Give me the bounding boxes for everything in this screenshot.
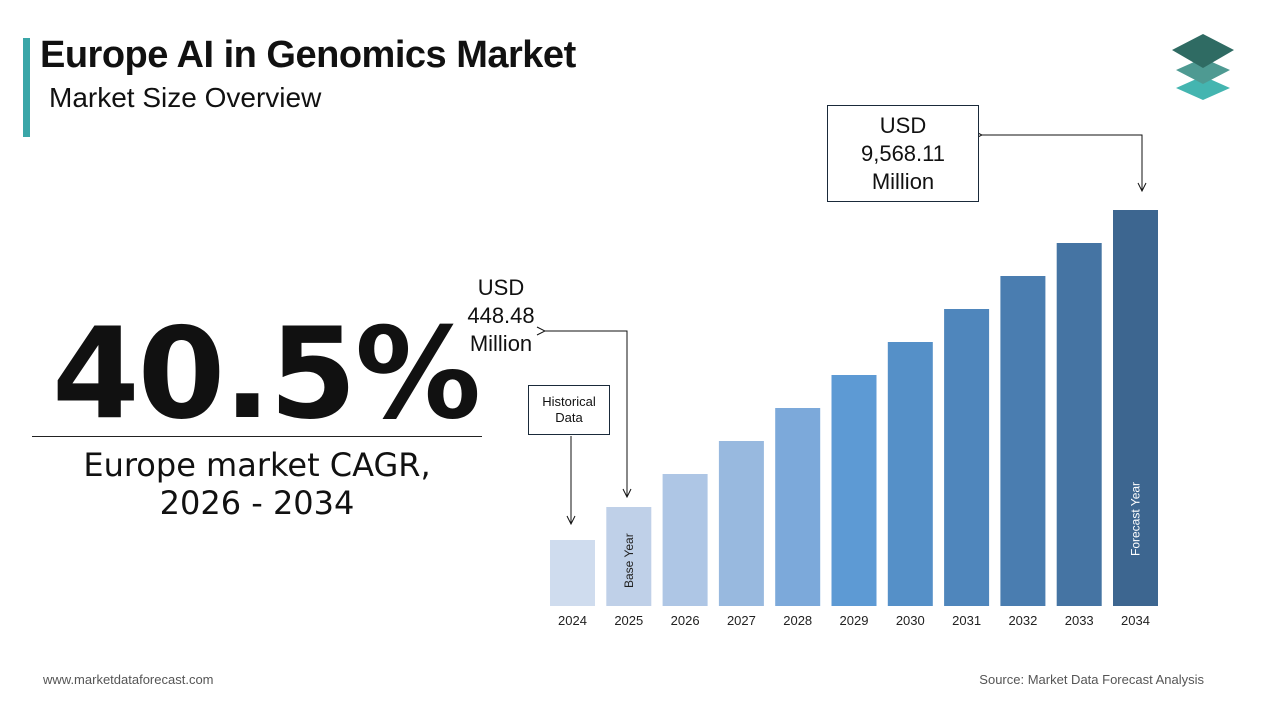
- x-tick-label: 2024: [558, 613, 587, 628]
- bar-2031: [944, 309, 990, 606]
- x-tick-label: 2030: [896, 613, 925, 628]
- x-tick-label: 2025: [614, 613, 643, 628]
- bar-2029: [831, 375, 877, 606]
- bar-2034: [1113, 210, 1158, 606]
- cagr-value: 40.5%: [52, 300, 481, 447]
- page-title: Europe AI in Genomics Market: [40, 34, 576, 76]
- start-value-callout: USD 448.48 Million: [455, 274, 547, 358]
- forecast-year-label: Forecast Year: [1129, 482, 1143, 556]
- stacked-layers-logo-icon: [1172, 34, 1234, 100]
- bar-2025: [606, 507, 652, 606]
- end-value-line3: Million: [871, 169, 935, 194]
- bar-2026: [662, 474, 708, 606]
- x-tick-label: 2032: [1008, 613, 1037, 628]
- x-tick-label: 2028: [783, 613, 812, 628]
- footer-source: Source: Market Data Forecast Analysis: [979, 672, 1204, 687]
- cagr-label: Europe market CAGR, 2026 - 2034: [32, 446, 482, 522]
- x-tick-label: 2027: [727, 613, 756, 628]
- end-value-line1: USD: [879, 113, 927, 138]
- historical-line1: Historical: [542, 394, 596, 409]
- bar-2028: [775, 408, 821, 606]
- historical-data-box: Historical Data: [528, 385, 610, 435]
- title-accent-bar: [23, 38, 30, 137]
- bar-2032: [1000, 276, 1046, 606]
- page-subtitle: Market Size Overview: [49, 82, 322, 113]
- x-tick-label: 2029: [840, 613, 869, 628]
- x-tick-label: 2033: [1065, 613, 1094, 628]
- cagr-divider: [32, 436, 482, 437]
- start-value-arrow: [545, 331, 627, 497]
- start-value-line3: Million: [469, 331, 533, 356]
- footer-website[interactable]: www.marketdataforecast.com: [43, 672, 214, 687]
- x-tick-label: 2026: [671, 613, 700, 628]
- bar-2027: [718, 441, 764, 606]
- bar-2033: [1056, 243, 1102, 606]
- end-value-callout: USD 9,568.11 Million: [827, 105, 979, 202]
- x-tick-label: 2031: [952, 613, 981, 628]
- cagr-label-line1: Europe market CAGR,: [83, 446, 431, 484]
- start-value-line2: 448.48: [467, 303, 535, 328]
- end-value-arrow: [982, 135, 1142, 191]
- cagr-label-line2: 2026 - 2034: [159, 484, 355, 522]
- bar-2024: [550, 540, 595, 606]
- x-tick-label: 2034: [1121, 613, 1150, 628]
- end-value-line2: 9,568.11: [860, 141, 945, 166]
- start-value-line1: USD: [477, 275, 525, 300]
- historical-line2: Data: [555, 410, 583, 425]
- base-year-label: Base Year: [622, 533, 636, 588]
- bar-2030: [887, 342, 933, 606]
